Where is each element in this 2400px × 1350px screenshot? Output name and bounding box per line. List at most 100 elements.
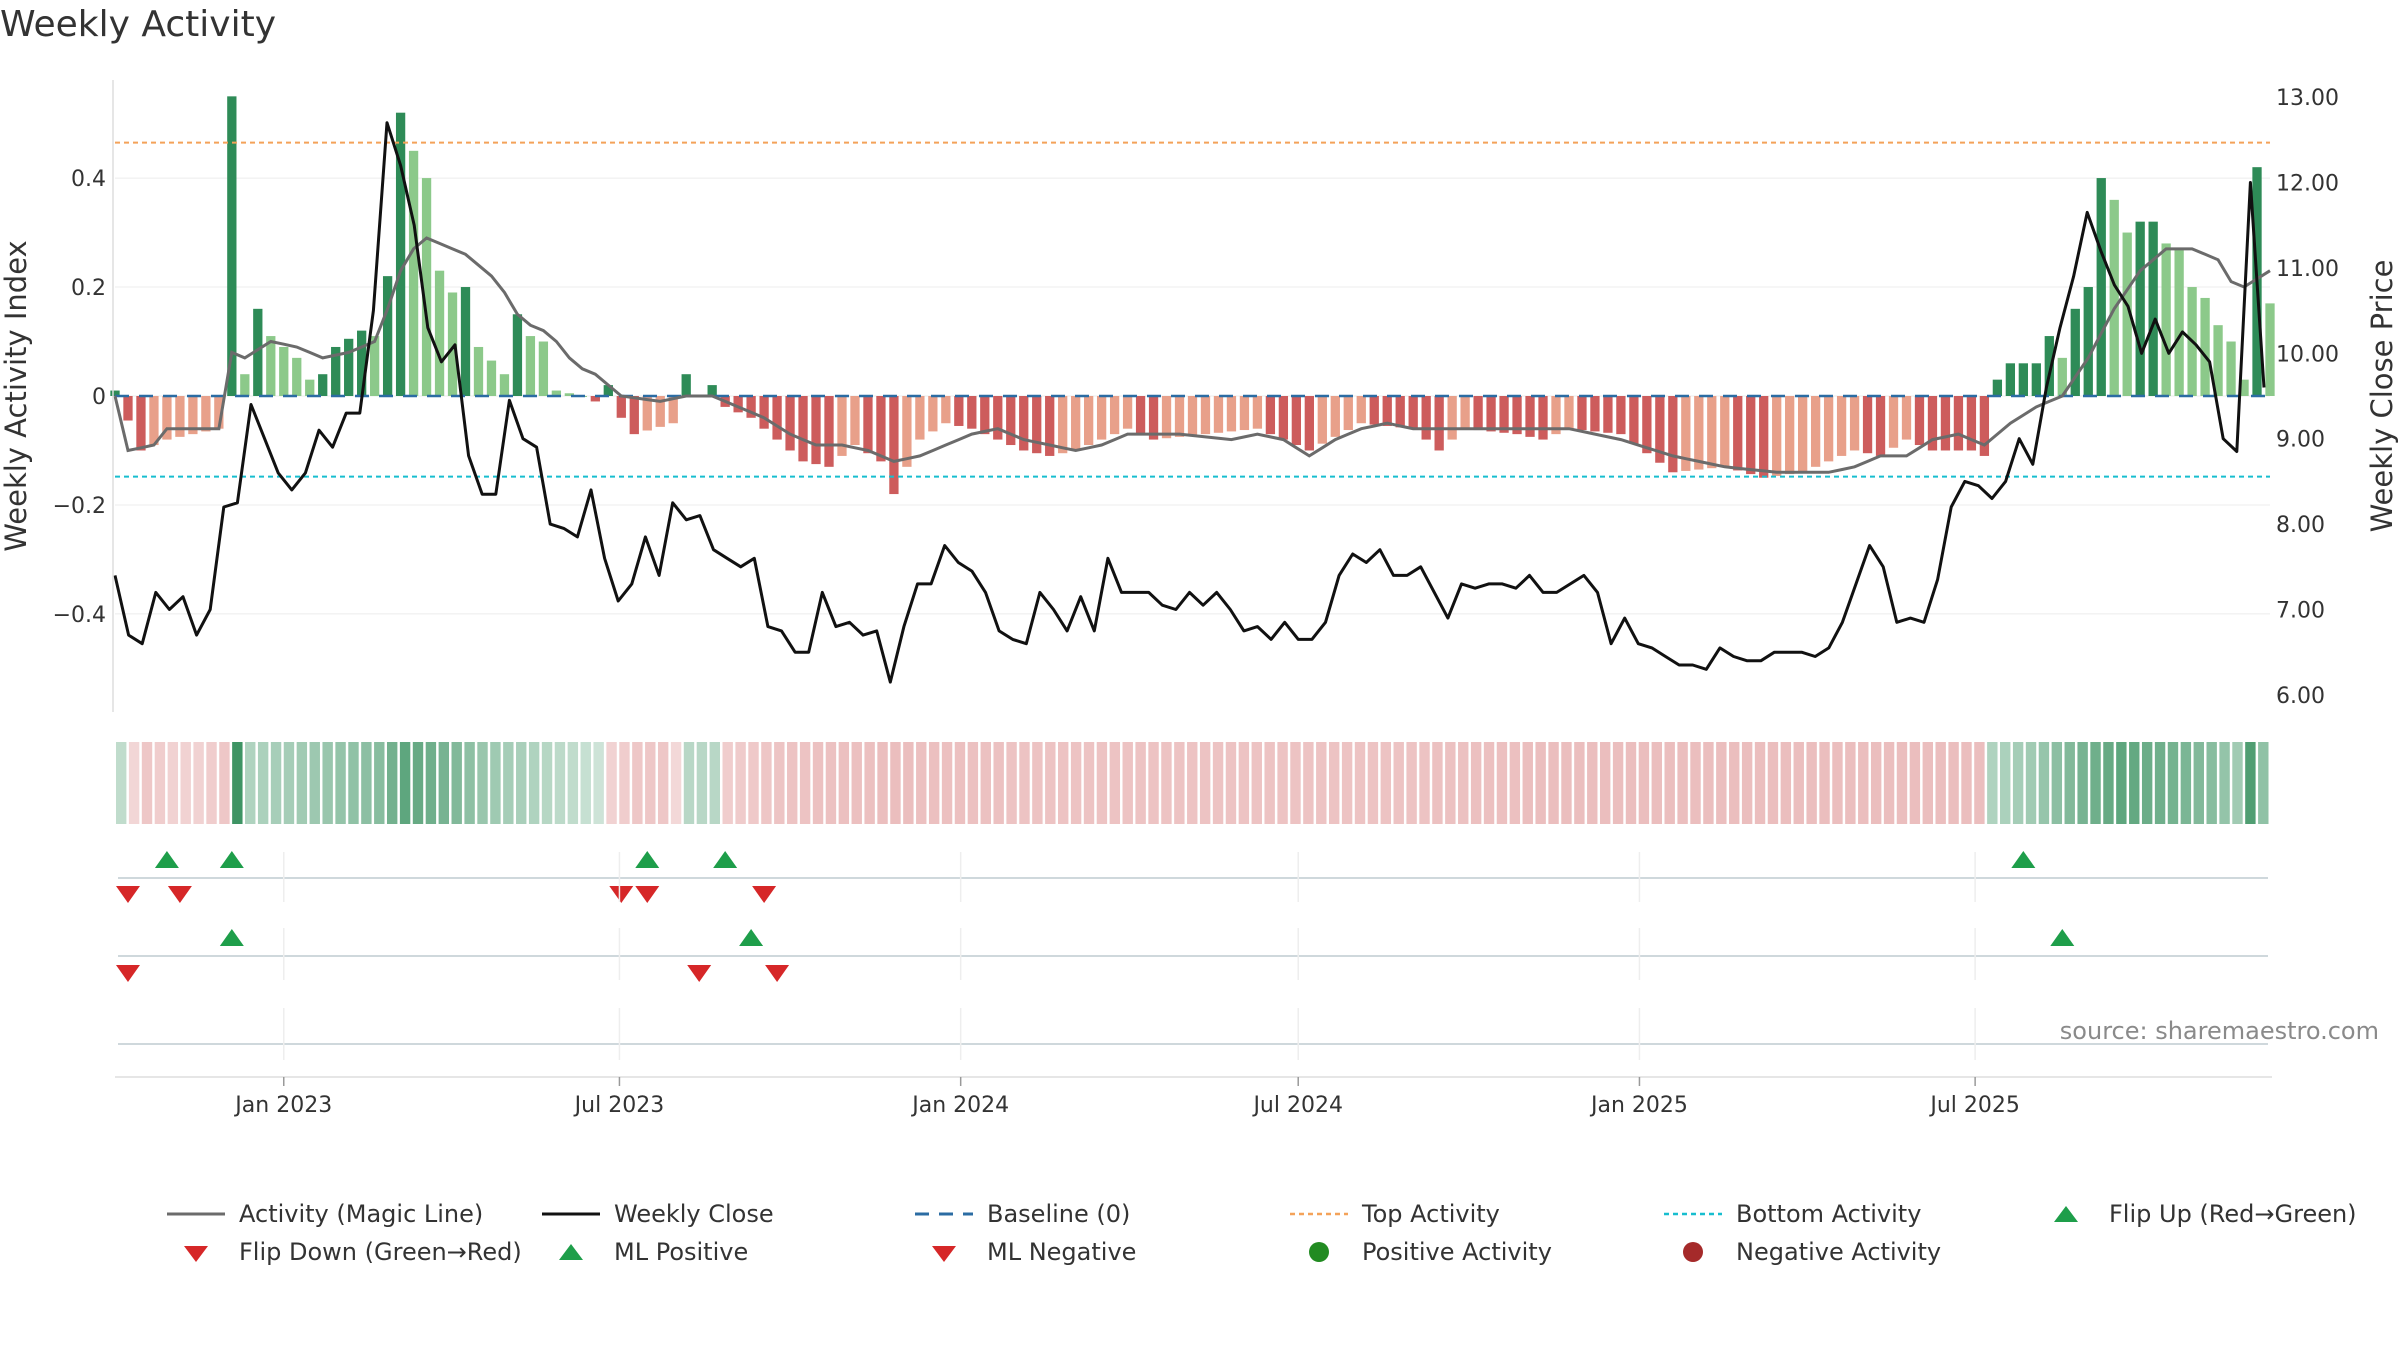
activity-bar xyxy=(551,390,562,396)
activity-bar xyxy=(136,396,146,451)
legend-dashed-line-icon xyxy=(913,1202,975,1226)
chart-title: Weekly Activity xyxy=(0,4,277,45)
activity-bar xyxy=(1083,396,1094,446)
strength-cell xyxy=(2077,742,2088,824)
activity-bar xyxy=(1798,396,1808,473)
activity-bar xyxy=(915,396,925,440)
activity-bar xyxy=(772,396,782,440)
legend-line-black-icon xyxy=(540,1202,602,1226)
strength-cell xyxy=(1664,742,1675,824)
activity-bar xyxy=(655,396,665,427)
y2-tick-label: 8.00 xyxy=(2276,513,2325,538)
activity-bar xyxy=(2122,232,2132,396)
strength-cell xyxy=(1858,742,1869,824)
strength-cell xyxy=(1806,742,1817,824)
strength-cell xyxy=(477,742,488,824)
strength-cell xyxy=(1148,742,1159,824)
activity-bar xyxy=(954,396,964,426)
strength-cell xyxy=(1845,742,1856,824)
legend-label: Bottom Activity xyxy=(1736,1200,1922,1228)
activity-bar xyxy=(2174,248,2184,396)
activity-bar xyxy=(824,396,834,467)
strength-cell xyxy=(2258,742,2269,824)
activity-bar xyxy=(525,336,536,396)
strength-cell xyxy=(1109,742,1121,824)
activity-bar xyxy=(928,396,938,432)
strength-cell xyxy=(1651,742,1663,824)
activity-bar xyxy=(434,270,445,396)
strength-cell xyxy=(464,742,475,824)
y2-tick-label: 7.00 xyxy=(2276,599,2325,624)
activity-bar xyxy=(616,396,626,418)
activity-bar xyxy=(357,330,367,396)
activity-bar xyxy=(1733,396,1743,471)
strength-cell xyxy=(2245,742,2256,824)
strength-cell xyxy=(2116,742,2127,824)
strength-cell xyxy=(1070,742,1082,824)
activity-bar xyxy=(1888,396,1899,448)
activity-bar xyxy=(1006,396,1016,446)
activity-bar xyxy=(1577,396,1587,431)
activity-bar xyxy=(369,336,380,396)
strength-cell xyxy=(1909,742,1921,824)
strength-cell xyxy=(2154,742,2166,824)
strength-cell xyxy=(1548,742,1559,824)
strength-cell xyxy=(1832,742,1843,824)
activity-bar xyxy=(889,396,899,495)
flip-down-marker xyxy=(609,886,634,903)
activity-bar xyxy=(1914,396,1925,446)
activity-bar xyxy=(1213,396,1224,433)
activity-bar xyxy=(837,396,847,456)
strength-cell xyxy=(116,742,127,824)
flip-down-marker xyxy=(115,886,140,903)
x-tick-label: Jan 2025 xyxy=(1589,1093,1688,1118)
activity-bar xyxy=(253,308,263,396)
reference-lines xyxy=(115,141,2270,478)
strength-cell xyxy=(812,742,824,824)
y2-tick-label: 6.00 xyxy=(2276,684,2325,709)
strength-cell xyxy=(270,742,282,824)
strength-cell xyxy=(451,742,462,824)
activity-bar xyxy=(1239,396,1250,431)
activity-bar xyxy=(1200,396,1211,435)
strength-cell xyxy=(993,742,1004,824)
strength-cell xyxy=(2232,742,2243,824)
strength-cell xyxy=(967,742,979,824)
strength-cell xyxy=(1083,742,1095,824)
activity-bar xyxy=(1032,396,1042,454)
activity-bar xyxy=(1979,396,1990,456)
activity-bar xyxy=(1252,396,1263,429)
activity-bar xyxy=(1045,396,1055,456)
strength-cell xyxy=(748,742,759,824)
strength-cell xyxy=(232,742,243,824)
activity-bar xyxy=(1356,396,1366,424)
strength-cell xyxy=(1316,742,1327,824)
strength-cell xyxy=(735,742,746,824)
strength-cell xyxy=(1251,742,1262,824)
strength-cell xyxy=(361,742,372,824)
activity-bar xyxy=(1304,396,1314,451)
activity-bar xyxy=(227,96,237,397)
flip-down-marker xyxy=(635,886,660,903)
activity-bar xyxy=(473,346,484,396)
activity-bar xyxy=(1940,396,1951,451)
legend-label: ML Positive xyxy=(614,1238,749,1266)
strength-cell xyxy=(1716,742,1727,824)
strength-cell xyxy=(296,742,308,824)
x-axis: Jan 2023 Jul 2023 Jan 2024 Jul 2024 Jan 2025… xyxy=(115,852,2272,1118)
activity-bar xyxy=(1408,396,1418,429)
strength-cell xyxy=(257,742,269,824)
strength-cell xyxy=(1754,742,1766,824)
activity-strength-strip xyxy=(116,742,2269,824)
strength-cell xyxy=(1793,742,1804,824)
strength-cell xyxy=(219,742,230,824)
activity-bar xyxy=(1343,396,1353,431)
strength-cell xyxy=(838,742,850,824)
activity-bar xyxy=(1564,396,1574,429)
activity-bar xyxy=(2018,363,2028,396)
activity-bar xyxy=(1434,396,1444,451)
activity-bar xyxy=(1486,396,1496,432)
y2-tick-label: 11.00 xyxy=(2276,257,2339,282)
triangle-up-green-icon xyxy=(540,1240,602,1264)
